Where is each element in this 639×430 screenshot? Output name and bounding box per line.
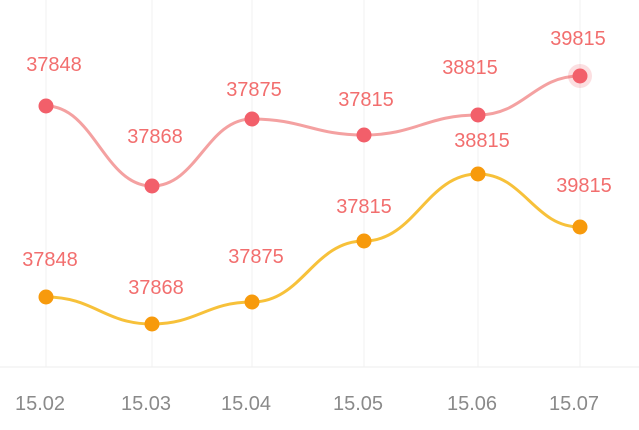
series-2-point-2[interactable] (144, 316, 160, 332)
series-1-point-6[interactable] (572, 68, 588, 84)
series-2-label-6: 39815 (556, 175, 612, 197)
series-1-line (44, 74, 582, 188)
series-1 (38, 64, 592, 194)
series-1-label-4: 37815 (338, 89, 394, 111)
series-1-label-3: 37875 (226, 79, 282, 101)
series-1-point-5[interactable] (470, 107, 486, 123)
x-tick-label-5: 15.06 (447, 393, 497, 415)
series-2-point-5[interactable] (470, 166, 486, 182)
series-1-point-1[interactable] (38, 98, 54, 114)
series-1-label-2: 37868 (127, 126, 183, 148)
series-2-line (44, 172, 582, 326)
series-1-point-4[interactable] (356, 127, 372, 143)
series-2-label-4: 37815 (336, 196, 392, 218)
series-1-label-6: 39815 (550, 28, 606, 50)
series-2-label-3: 37875 (228, 246, 284, 268)
series-2-point-3[interactable] (244, 294, 260, 310)
series-2-label-2: 37868 (128, 277, 184, 299)
series-1-point-2[interactable] (144, 178, 160, 194)
x-tick-label-2: 15.03 (121, 393, 171, 415)
x-tick-label-3: 15.04 (221, 393, 271, 415)
series-1-label-5: 38815 (442, 57, 498, 79)
series-2-point-4[interactable] (356, 233, 372, 249)
series-1-point-3[interactable] (244, 111, 260, 127)
series-2 (38, 166, 588, 332)
vertical-grid (45, 0, 581, 367)
x-axis-ticks: 15.02 15.03 15.04 15.05 15.06 15.07 (15, 393, 599, 415)
series-2-label-1: 37848 (22, 249, 78, 271)
series-2-point-6[interactable] (572, 219, 588, 235)
series-1-label-1: 37848 (26, 54, 82, 76)
series-2-label-5: 38815 (454, 130, 510, 152)
x-tick-label-4: 15.05 (333, 393, 383, 415)
data-labels: 37848 37868 37875 37815 38815 39815 37848 37868… (22, 28, 612, 299)
series-layer (38, 64, 592, 332)
x-tick-label-6: 15.07 (549, 393, 599, 415)
x-tick-label-1: 15.02 (15, 393, 65, 415)
series-2-point-1[interactable] (38, 289, 54, 305)
